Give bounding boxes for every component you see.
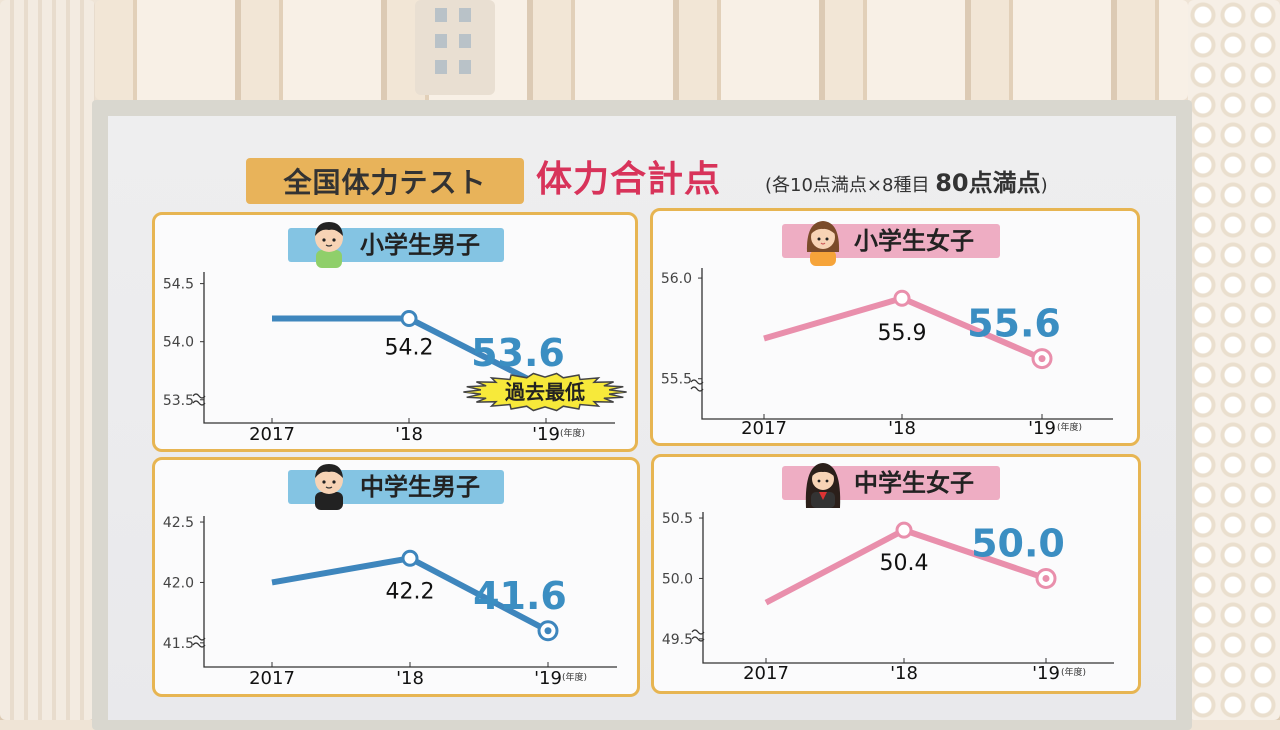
title-tag: 全国体力テスト xyxy=(246,158,524,204)
junior-girls-axis-break xyxy=(691,629,705,642)
elementary-girls-axis-break xyxy=(690,379,704,392)
junior-girls-point-2018 xyxy=(895,521,913,539)
elementary-boys-axis-break xyxy=(192,393,206,406)
elementary-boys-record-low-burst xyxy=(463,372,627,412)
subtitle-prefix: (各10点満点×8種目 xyxy=(765,175,936,196)
elementary-girls-xtick-label: '18 xyxy=(888,418,916,439)
junior-girls-ytick-label: 50.5 xyxy=(662,511,693,527)
junior-girls-xtick-label: '19 xyxy=(1032,663,1060,684)
elementary-boys-unit-note: (年度) xyxy=(560,427,585,439)
elementary-boys-ytick-label: 53.5 xyxy=(163,393,194,409)
junior-boys-ytick-label: 41.5 xyxy=(163,636,194,652)
junior-boys-xtick-label: 2017 xyxy=(249,668,295,689)
elementary-boys-xtick-label: '18 xyxy=(395,424,423,445)
junior-boys-xtick-label: '19 xyxy=(534,668,562,689)
student-girl-icon xyxy=(805,463,841,508)
elementary-girls-ytick-label: 55.5 xyxy=(661,372,692,388)
elementary-girls-ytick-label: 56.0 xyxy=(661,271,692,287)
junior-boys-label-2018: 42.2 xyxy=(386,579,435,604)
girl-icon xyxy=(806,221,840,266)
elementary-girls-label-2018: 55.9 xyxy=(878,321,927,346)
elementary-boys-ytick-label: 54.0 xyxy=(163,335,194,351)
junior-boys-ytick-label: 42.0 xyxy=(163,575,194,591)
elementary-boys-xtick-label: 2017 xyxy=(249,424,295,445)
junior-girls-point-2019-dot xyxy=(1042,574,1050,582)
junior-boys-label-2019: 41.6 xyxy=(473,574,567,618)
studio-background-left xyxy=(0,0,95,720)
elementary-boys-label-2018: 54.2 xyxy=(385,335,434,360)
subtitle-suffix: ) xyxy=(1040,175,1048,196)
junior-boys-unit-note: (年度) xyxy=(562,671,587,683)
junior-girls-label-2019: 50.0 xyxy=(971,521,1065,565)
elementary-boys-axes xyxy=(203,272,615,424)
elementary-girls-xtick-label: 2017 xyxy=(741,418,787,439)
junior-girls-label-2018: 50.4 xyxy=(880,551,929,576)
elementary-girls-xtick-label: '19 xyxy=(1028,418,1056,439)
elementary-boys-record-low-label: 過去最低 xyxy=(505,380,585,404)
junior-boys-ytick-label: 42.5 xyxy=(163,515,194,531)
junior-boys-axes xyxy=(203,516,617,668)
junior-boys-axis-break xyxy=(192,635,206,648)
elementary-boys-label-2019: 53.6 xyxy=(471,331,565,375)
elementary-girls-point-2019-dot xyxy=(1038,355,1046,363)
junior-girls-xtick-label: '18 xyxy=(890,663,918,684)
studio-background-building xyxy=(415,0,495,95)
elementary-girls-unit-note: (年度) xyxy=(1057,421,1082,433)
junior-boys-point-2018 xyxy=(401,549,419,567)
junior-boys-xtick-label: '18 xyxy=(396,668,424,689)
page-title: 体力合計点 xyxy=(536,159,722,200)
boy-icon xyxy=(315,222,343,268)
studio-background-right xyxy=(1188,0,1280,720)
elementary-boys-ytick-label: 54.5 xyxy=(163,277,194,293)
elementary-boys-point-2018 xyxy=(400,309,418,327)
elementary-girls-label-2019: 55.6 xyxy=(967,302,1061,346)
junior-girls-axes xyxy=(702,512,1114,664)
junior-girls-ytick-label: 49.5 xyxy=(662,632,693,648)
elementary-girls-point-2018 xyxy=(893,289,911,307)
title-subtitle: (各10点満点×8種目 80点満点) xyxy=(765,166,1048,203)
junior-girls-xtick-label: 2017 xyxy=(743,663,789,684)
elementary-boys-xtick-label: '19 xyxy=(532,424,560,445)
student-boy-icon xyxy=(315,464,343,510)
elementary-girls-axes xyxy=(701,268,1113,420)
studio-background-top xyxy=(95,0,1188,100)
subtitle-bold: 80点満点 xyxy=(935,169,1041,197)
junior-girls-ytick-label: 50.0 xyxy=(662,571,693,587)
junior-girls-unit-note: (年度) xyxy=(1061,666,1086,678)
junior-boys-point-2019-dot xyxy=(544,627,552,635)
